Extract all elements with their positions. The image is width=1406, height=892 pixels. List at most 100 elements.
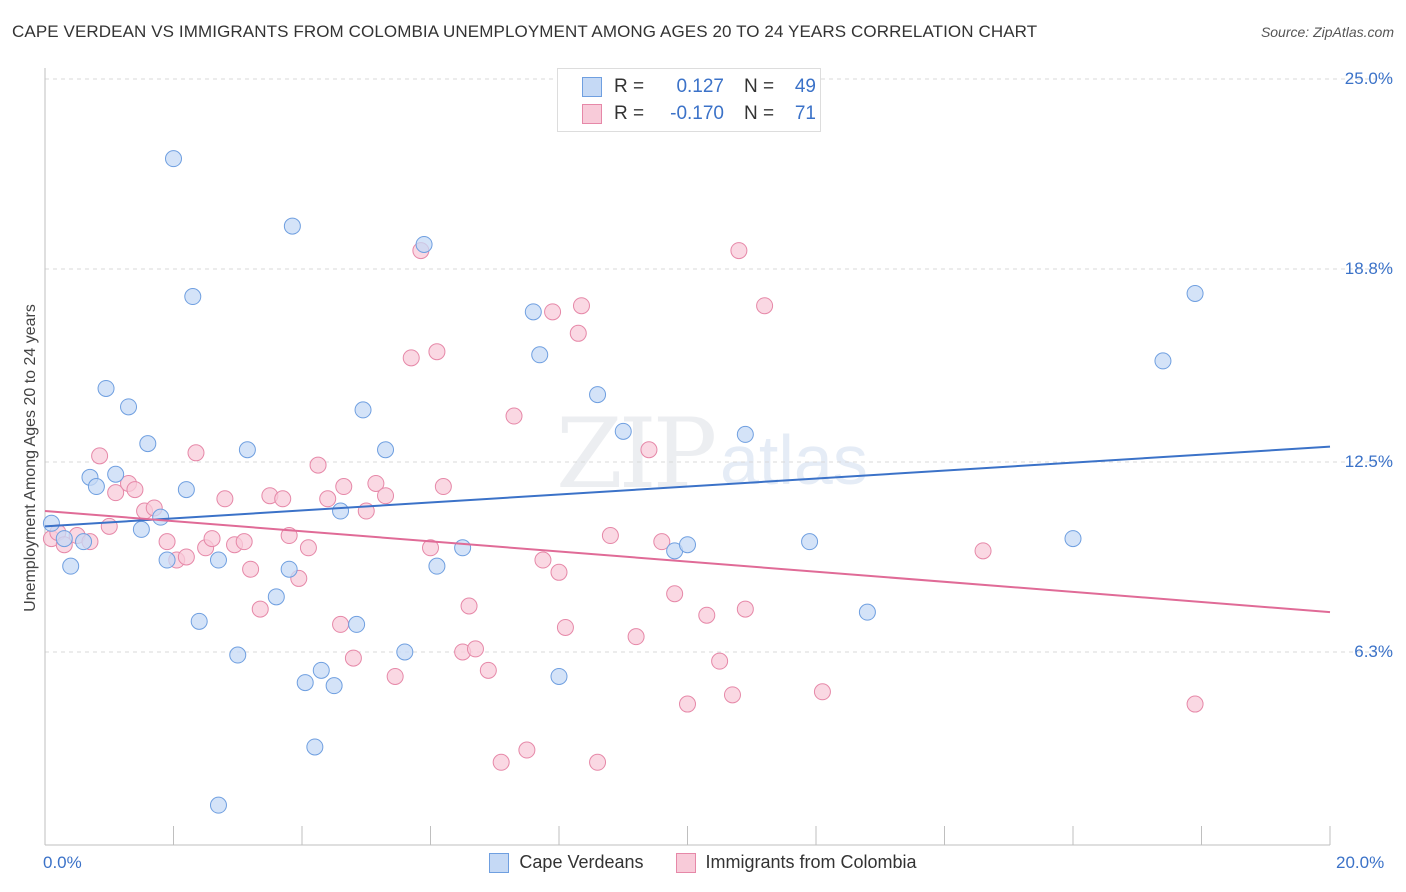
colombia-point-45 [479,661,497,679]
correlation-legend: R = 0.127 N = 49 R = -0.170 N = 71 [557,68,821,132]
colombia-point-49 [534,551,552,569]
cape-verdean-point-6 [97,379,115,397]
cape-verdean-point-16 [190,612,208,630]
colombia-point-54 [572,297,590,315]
cape-verdean-point-13 [165,150,182,168]
cape-verdean-point-25 [306,738,324,756]
colombia-point-60 [666,585,684,603]
cape-verdean-point-10 [139,435,157,453]
colombia-point-7 [107,484,125,502]
colombia-point-44 [466,640,484,658]
r-value: 0.127 [676,76,724,97]
colombia-point-30 [332,615,350,633]
cape-verdean-point-46 [1064,530,1082,548]
legend-label: Immigrants from Colombia [705,852,917,872]
colombia-point-21 [242,560,260,578]
cape-verdean-point-29 [348,615,366,633]
cape-verdean-point-36 [524,303,542,321]
colombia-point-56 [601,527,619,545]
cape-verdean-point-9 [132,520,150,538]
colombia-point-41 [434,478,452,496]
colombia-point-53 [569,324,587,342]
colombia-point-24 [274,490,292,508]
cape-verdean-point-23 [283,217,301,235]
colombia-point-40 [428,343,446,361]
colombia-trendline [44,510,1331,614]
cape-verdean-point-30 [354,401,372,419]
cape-verdean-point-24 [296,674,314,692]
cape-verdean-point-28 [332,502,350,520]
cape-verdean-point-44 [801,533,819,551]
colombia-point-37 [402,349,420,367]
colombia-point-22 [251,600,269,618]
colombia-point-64 [723,686,741,704]
colombia-point-47 [505,407,523,425]
series-legend: Cape Verdeans Immigrants from Colombia [0,852,1406,873]
colombia-point-12 [158,533,176,551]
cape-verdean-point-8 [120,398,138,416]
x-tick-label-max: 20.0% [1336,853,1385,872]
colombia-point-15 [187,444,205,462]
cape-verdean-point-31 [377,441,395,459]
colombia-point-18 [216,490,234,508]
cape-verdean-point-45 [858,603,876,621]
cape-verdean-point-11 [152,508,170,526]
cape-verdean-point-15 [184,288,202,306]
cape-verdean-point-42 [679,536,696,554]
cape-verdean-point-5 [87,478,105,496]
cape-verdean-point-37 [531,346,549,364]
chart-title: CAPE VERDEAN VS IMMIGRANTS FROM COLOMBIA… [12,22,1038,41]
colombia-point-55 [589,753,607,771]
colombia-point-52 [556,618,574,636]
y-axis-label: Unemployment Among Ages 20 to 24 years [22,304,39,612]
colombia-point-70 [1186,695,1204,713]
cape-verdean-point-48 [1186,284,1204,302]
cape-verdean-point-32 [396,643,414,661]
colombia-point-35 [377,487,395,505]
cape-verdean-point-35 [454,539,472,557]
cape-verdean-point-21 [267,588,285,606]
colombia-point-20 [235,533,253,551]
colombia-point-66 [736,600,754,618]
colombia-point-51 [550,563,568,581]
y-tick-label: 25.0% [1344,69,1393,88]
colombia-point-48 [518,741,536,759]
cape-verdean-point-2 [62,557,80,575]
cape-verdeans-swatch-icon [489,852,510,873]
legend-item-cape-verdeans[interactable]: Cape Verdeans [489,852,644,873]
cape-verdean-point-18 [209,796,227,814]
cape-verdean-point-40 [614,422,632,440]
colombia-point-5 [91,447,109,465]
cape-verdean-point-20 [238,441,256,459]
legend-item-colombia[interactable]: Immigrants from Colombia [675,852,917,873]
colombia-point-34 [367,474,385,492]
colombia-point-57 [627,628,645,646]
source-label: Source: ZipAtlas.com [1260,24,1394,40]
legend-row-cape-verdeans: R = 0.127 N = 49 [582,75,816,99]
cape-verdean-point-3 [75,533,93,551]
colombia-point-36 [386,667,404,685]
colombia-point-31 [335,478,353,496]
legend-row-colombia: R = -0.170 N = 71 [582,102,816,126]
cape-verdean-point-14 [177,481,195,499]
n-value: 49 [794,76,816,97]
colombia-point-32 [344,649,362,667]
cape-verdean-trendline [44,445,1331,528]
colombia-point-29 [319,490,337,508]
cape-verdean-point-26 [312,661,330,679]
x-tick-label-min: 0.0% [43,853,82,872]
cape-verdean-point-0 [42,514,60,532]
watermark-zip: ZIP [556,398,717,510]
cape-verdean-point-34 [428,557,446,575]
cape-verdeans-swatch-icon [582,77,602,97]
colombia-point-50 [544,303,562,321]
cape-verdean-point-47 [1154,352,1172,370]
legend-label: Cape Verdeans [519,852,644,872]
cape-verdean-point-19 [229,646,247,664]
cape-verdean-point-1 [55,530,73,548]
y-tick-label: 6.3% [1354,641,1393,661]
cape-verdean-point-43 [736,425,754,443]
cape-verdean-point-12 [158,551,176,569]
colombia-point-14 [177,548,195,566]
